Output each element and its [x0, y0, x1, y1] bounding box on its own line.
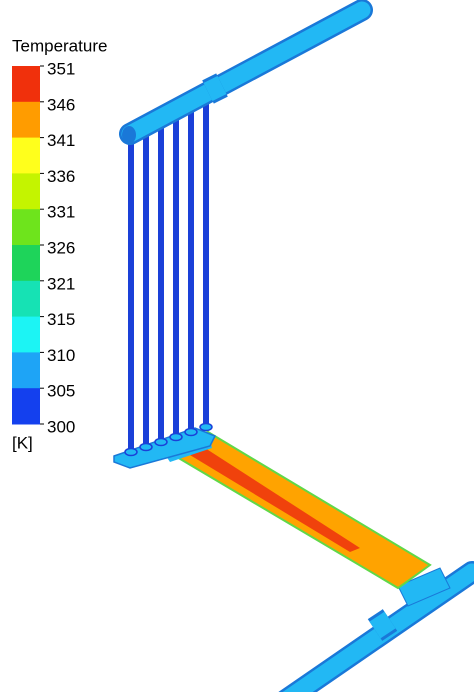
color-band [12, 388, 40, 424]
tick-label: 305 [47, 382, 75, 401]
color-band [12, 245, 40, 281]
color-band [12, 281, 40, 317]
color-band [12, 352, 40, 388]
tick-label: 351 [47, 59, 75, 78]
tick-label: 326 [47, 238, 75, 257]
tick-label: 300 [47, 417, 75, 436]
color-band [12, 66, 40, 102]
color-band [12, 102, 40, 138]
tick-label: 341 [47, 131, 75, 150]
tick-label: 346 [47, 95, 75, 114]
geometry [114, 10, 472, 692]
color-band [12, 138, 40, 174]
tick-label: 336 [47, 167, 75, 186]
tick-label: 331 [47, 203, 75, 222]
tick-label: 310 [47, 346, 75, 365]
color-band [12, 317, 40, 353]
tick-label: 321 [47, 274, 75, 293]
legend-unit: [K] [12, 433, 33, 452]
color-band [12, 173, 40, 209]
colorbar: 351 346 341 336 331 326 321 315 310 305 300 [12, 59, 75, 436]
tick-label: 315 [47, 310, 75, 329]
color-band [12, 209, 40, 245]
legend-title: Temperature [12, 36, 107, 55]
screen: Temperature 3513463413363313263213153103… [0, 0, 474, 692]
